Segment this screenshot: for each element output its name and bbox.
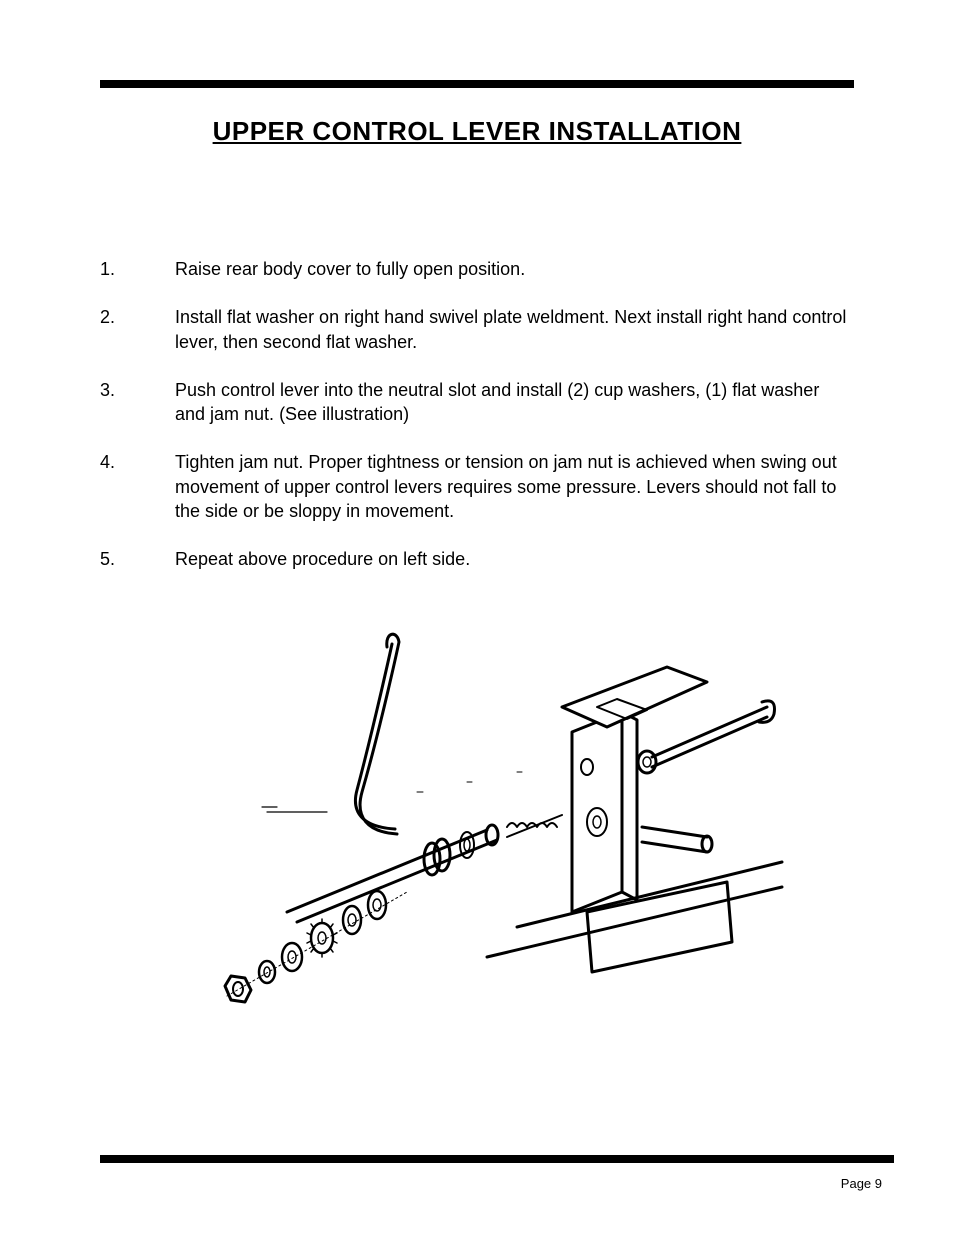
step-number: 4. bbox=[100, 450, 175, 523]
step-number: 2. bbox=[100, 305, 175, 354]
step-text: Repeat above procedure on left side. bbox=[175, 547, 854, 571]
step-text: Install flat washer on right hand swivel… bbox=[175, 305, 854, 354]
instruction-list: 1. Raise rear body cover to fully open p… bbox=[100, 257, 854, 572]
top-horizontal-rule bbox=[100, 80, 854, 88]
step-number: 3. bbox=[100, 378, 175, 427]
step-text: Push control lever into the neutral slot… bbox=[175, 378, 854, 427]
step-text: Tighten jam nut. Proper tightness or ten… bbox=[175, 450, 854, 523]
step-number: 5. bbox=[100, 547, 175, 571]
bottom-horizontal-rule bbox=[100, 1155, 894, 1163]
step-number: 1. bbox=[100, 257, 175, 281]
step-text: Raise rear body cover to fully open posi… bbox=[175, 257, 854, 281]
page-number: Page 9 bbox=[841, 1176, 882, 1191]
assembly-illustration bbox=[100, 612, 854, 1032]
page-title: UPPER CONTROL LEVER INSTALLATION bbox=[100, 116, 854, 147]
step-item: 5. Repeat above procedure on left side. bbox=[100, 547, 854, 571]
step-item: 1. Raise rear body cover to fully open p… bbox=[100, 257, 854, 281]
step-item: 3. Push control lever into the neutral s… bbox=[100, 378, 854, 427]
step-item: 4. Tighten jam nut. Proper tightness or … bbox=[100, 450, 854, 523]
step-item: 2. Install flat washer on right hand swi… bbox=[100, 305, 854, 354]
